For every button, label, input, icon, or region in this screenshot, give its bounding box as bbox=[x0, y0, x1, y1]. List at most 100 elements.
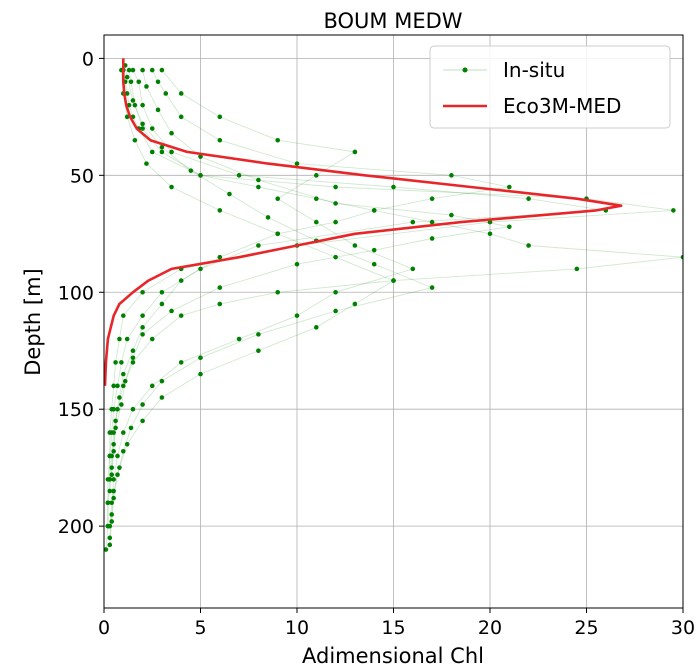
in-situ-point bbox=[128, 79, 134, 85]
in-situ-point bbox=[256, 184, 261, 190]
in-situ-point bbox=[333, 201, 338, 206]
in-situ-point bbox=[429, 196, 435, 202]
in-situ-point bbox=[449, 173, 454, 178]
in-situ-point bbox=[314, 173, 319, 178]
in-situ-point bbox=[275, 231, 281, 237]
in-situ-point bbox=[314, 325, 319, 330]
in-situ-point bbox=[111, 449, 116, 454]
in-situ-point bbox=[107, 523, 113, 529]
in-situ-point bbox=[130, 406, 136, 412]
in-situ-point bbox=[149, 383, 155, 389]
in-situ-point bbox=[140, 313, 145, 318]
in-situ-point bbox=[130, 355, 136, 361]
in-situ-point bbox=[144, 84, 149, 89]
in-situ-point bbox=[352, 301, 358, 307]
in-situ-point bbox=[124, 441, 130, 447]
x-tick-label: 30 bbox=[671, 617, 695, 639]
in-situ-point bbox=[391, 184, 396, 190]
x-tick-label: 10 bbox=[285, 617, 309, 639]
in-situ-point bbox=[130, 348, 136, 354]
in-situ-point bbox=[107, 477, 113, 482]
in-situ-point bbox=[217, 208, 223, 213]
in-situ-point bbox=[526, 196, 531, 202]
in-situ-point bbox=[124, 74, 130, 80]
in-situ-point bbox=[109, 465, 115, 470]
in-situ-point bbox=[159, 378, 165, 384]
in-situ-point bbox=[109, 472, 115, 477]
x-tick-label: 20 bbox=[478, 617, 502, 639]
in-situ-point bbox=[217, 301, 223, 307]
in-situ-point bbox=[121, 449, 126, 454]
in-situ-point bbox=[136, 79, 142, 85]
in-situ-point bbox=[122, 378, 128, 384]
in-situ-point bbox=[109, 500, 115, 506]
in-situ-point bbox=[294, 161, 300, 166]
in-situ-point bbox=[140, 325, 145, 330]
in-situ-point bbox=[178, 278, 184, 283]
in-situ-point bbox=[333, 219, 338, 225]
in-situ-point bbox=[163, 91, 169, 96]
in-situ-point bbox=[104, 547, 109, 552]
in-situ-point bbox=[140, 332, 145, 337]
legend-in-situ-label: In-situ bbox=[503, 58, 565, 82]
in-situ-point bbox=[109, 512, 115, 517]
in-situ-point bbox=[256, 177, 261, 183]
in-situ-point bbox=[111, 430, 116, 435]
in-situ-point bbox=[107, 535, 113, 541]
in-situ-point bbox=[314, 196, 319, 202]
in-situ-point bbox=[227, 191, 232, 197]
in-situ-point bbox=[132, 137, 138, 143]
in-situ-point bbox=[140, 402, 145, 407]
in-situ-point bbox=[121, 371, 126, 377]
in-situ-point bbox=[132, 102, 138, 108]
in-situ-point bbox=[217, 114, 223, 120]
y-tick-label: 0 bbox=[82, 48, 94, 70]
in-situ-point bbox=[198, 266, 203, 272]
in-situ-point bbox=[198, 355, 203, 361]
in-situ-point bbox=[149, 67, 155, 73]
in-situ-point bbox=[140, 126, 145, 131]
in-situ-point bbox=[109, 453, 115, 459]
in-situ-point bbox=[130, 98, 136, 103]
in-situ-point bbox=[198, 173, 203, 178]
in-situ-point bbox=[159, 144, 165, 150]
in-situ-point bbox=[107, 488, 113, 494]
ticks: 0 5 10 15 20 25 30 0 50 100 150 200 bbox=[58, 48, 695, 639]
in-situ-point bbox=[111, 441, 116, 447]
in-situ-point bbox=[314, 219, 319, 225]
in-situ-point bbox=[121, 383, 126, 389]
in-situ-point bbox=[429, 236, 435, 241]
in-situ-point bbox=[236, 336, 242, 342]
in-situ-point bbox=[169, 184, 174, 190]
in-situ-profile-line bbox=[109, 65, 434, 545]
legend: In-situ Eco3M-MED bbox=[429, 45, 671, 129]
in-situ-point bbox=[159, 67, 165, 73]
in-situ-point bbox=[155, 79, 161, 85]
in-situ-point bbox=[236, 173, 242, 178]
in-situ-point bbox=[169, 130, 174, 136]
chart-title: BOUM MEDW bbox=[323, 9, 462, 33]
in-situ-point bbox=[275, 196, 281, 202]
in-situ-point bbox=[371, 247, 377, 253]
in-situ-point bbox=[333, 254, 338, 260]
in-situ-point bbox=[294, 261, 300, 267]
in-situ-point bbox=[115, 383, 120, 389]
x-tick-label: 5 bbox=[194, 617, 206, 639]
legend-model-label: Eco3M-MED bbox=[503, 94, 621, 118]
in-situ-point bbox=[111, 477, 116, 482]
in-situ-point bbox=[352, 243, 358, 248]
in-situ-point bbox=[149, 336, 155, 342]
in-situ-point bbox=[294, 313, 300, 318]
in-situ-point bbox=[117, 465, 122, 470]
legend-box bbox=[429, 45, 671, 129]
in-situ-point bbox=[111, 488, 116, 494]
in-situ-point bbox=[333, 289, 338, 295]
in-situ-point bbox=[352, 149, 358, 155]
y-tick-label: 200 bbox=[58, 516, 94, 538]
in-situ-point bbox=[507, 184, 512, 190]
in-situ-point bbox=[155, 107, 161, 113]
in-situ-point bbox=[217, 285, 223, 290]
in-situ-point bbox=[410, 219, 416, 225]
in-situ-point bbox=[149, 149, 155, 155]
in-situ-point bbox=[149, 126, 155, 131]
